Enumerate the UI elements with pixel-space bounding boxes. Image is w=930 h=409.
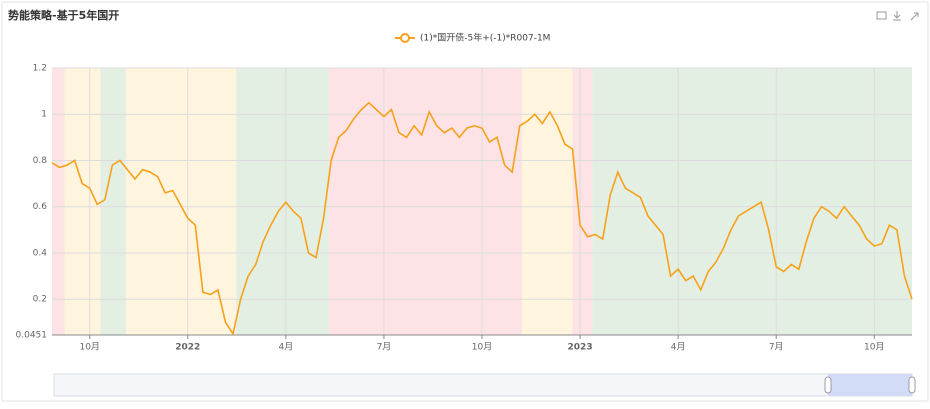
regime-band [592, 68, 912, 335]
x-tick-label: 7月 [377, 342, 392, 353]
x-tick-label: 2022 [175, 343, 200, 353]
x-tick-label: 10月 [472, 342, 492, 353]
data-zoom[interactable] [53, 373, 916, 397]
series-line [51, 101, 913, 336]
chart-title: 势能策略-基于5年国开 [8, 8, 119, 22]
x-tick-label: 10月 [79, 342, 99, 353]
regime-band [52, 68, 65, 335]
regime-band [328, 68, 522, 335]
regime-band [236, 68, 329, 335]
x-tick-label: 4月 [278, 342, 293, 353]
y-tick-label: 0.2 [33, 295, 47, 305]
zoom-handle[interactable] [824, 376, 832, 394]
download-icon[interactable] [893, 11, 901, 21]
x-tick-label: 2023 [568, 343, 593, 353]
legend-label: (1)*国开债-5年+(-1)*R007-1M [420, 32, 550, 44]
y-tick-label: 0.6 [33, 202, 48, 212]
y-tick-label: 0.4 [33, 248, 48, 258]
zoom-track [53, 373, 913, 397]
y-tick-label: 1 [41, 110, 47, 120]
fullscreen-icon[interactable] [910, 12, 919, 21]
y-tick-label: 0.0451 [16, 331, 48, 341]
y-tick-label: 0.8 [33, 156, 48, 166]
x-tick-label: 10月 [864, 342, 884, 353]
zoom-handle[interactable] [908, 376, 916, 394]
x-tick-label: 4月 [671, 342, 686, 353]
toolbar[interactable] [876, 11, 919, 21]
regime-band [64, 68, 101, 335]
y-tick-label: 1.2 [33, 64, 47, 74]
plot: 0.0451 0.2 0.4 0.6 0.8 1 1.2 10月 2022 4月 7月 10月 2023… [16, 64, 913, 353]
zoom-window[interactable] [828, 374, 912, 396]
regime-band [100, 68, 126, 335]
image-icon[interactable] [876, 11, 887, 20]
regime-band [521, 68, 573, 335]
x-tick-label: 7月 [769, 342, 784, 353]
legend-marker [400, 33, 410, 43]
regime-band [572, 68, 593, 335]
